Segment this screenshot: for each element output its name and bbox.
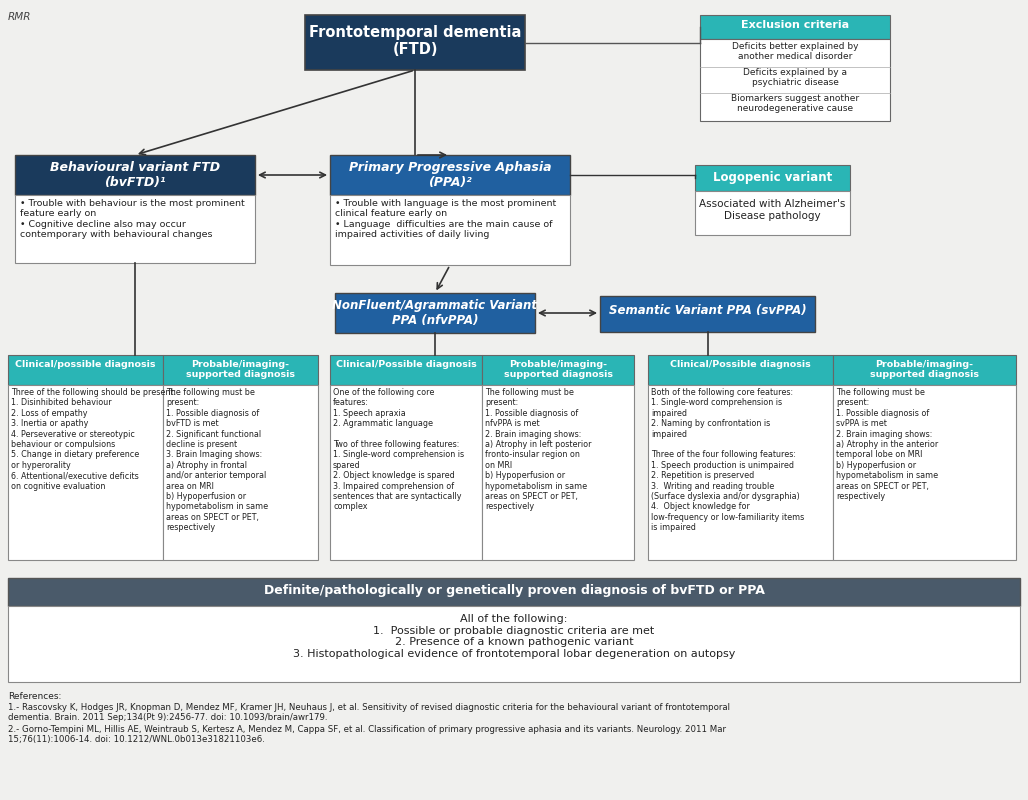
Bar <box>833 355 1016 385</box>
Bar <box>833 385 1016 560</box>
Text: dementia. Brain. 2011 Sep;134(Pt 9):2456-77. doi: 10.1093/brain/awr179.: dementia. Brain. 2011 Sep;134(Pt 9):2456… <box>8 713 328 722</box>
Text: Three of the following should be present:
1. Disinhibited behaviour
2. Loss of e: Three of the following should be present… <box>11 388 176 490</box>
Text: Clinical/Possible diagnosis: Clinical/Possible diagnosis <box>335 360 476 369</box>
Bar <box>700 15 890 39</box>
Text: Associated with Alzheimer's
Disease pathology: Associated with Alzheimer's Disease path… <box>699 199 846 221</box>
Text: • Trouble with language is the most prominent
clinical feature early on
• Langua: • Trouble with language is the most prom… <box>335 199 556 239</box>
Text: 2.- Gorno-Tempini ML, Hillis AE, Weintraub S, Kertesz A, Mendez M, Cappa SF, et : 2.- Gorno-Tempini ML, Hillis AE, Weintra… <box>8 725 726 734</box>
Text: All of the following:
1.  Possible or probable diagnostic criteria are met
2. Pr: All of the following: 1. Possible or pro… <box>293 614 735 659</box>
Text: Frontotemporal dementia
(FTD): Frontotemporal dementia (FTD) <box>308 25 521 58</box>
Text: Probable/imaging-
supported diagnosis: Probable/imaging- supported diagnosis <box>186 360 295 379</box>
Bar <box>648 355 833 385</box>
Text: 15;76(11):1006-14. doi: 10.1212/WNL.0b013e31821103e6.: 15;76(11):1006-14. doi: 10.1212/WNL.0b01… <box>8 735 265 744</box>
Text: One of the following core
features:
1. Speech apraxia
2. Agrammatic language

Tw: One of the following core features: 1. S… <box>333 388 464 511</box>
Bar <box>8 355 163 385</box>
Text: RMR: RMR <box>8 12 32 22</box>
Text: Probable/imaging-
supported diagnosis: Probable/imaging- supported diagnosis <box>870 360 979 379</box>
Text: Behavioural variant FTD
(bvFTD)¹: Behavioural variant FTD (bvFTD)¹ <box>50 161 220 189</box>
Text: Probable/imaging-
supported diagnosis: Probable/imaging- supported diagnosis <box>504 360 613 379</box>
Text: Clinical/Possible diagnosis: Clinical/Possible diagnosis <box>670 360 811 369</box>
Bar <box>330 385 482 560</box>
Text: Clinical/possible diagnosis: Clinical/possible diagnosis <box>15 360 156 369</box>
Bar <box>163 355 318 385</box>
Text: Exclusion criteria: Exclusion criteria <box>741 20 849 30</box>
Text: 1.- Rascovsky K, Hodges JR, Knopman D, Mendez MF, Kramer JH, Neuhaus J, et al. S: 1.- Rascovsky K, Hodges JR, Knopman D, M… <box>8 703 730 712</box>
Text: The following must be
present:
1. Possible diagnosis of
svPPA is met
2. Brain im: The following must be present: 1. Possib… <box>836 388 939 501</box>
Bar <box>695 191 850 235</box>
Bar <box>8 578 1020 606</box>
Text: Biomarkers suggest another
neurodegenerative cause: Biomarkers suggest another neurodegenera… <box>731 94 859 114</box>
Bar <box>15 155 255 195</box>
Text: Deficits explained by a
psychiatric disease: Deficits explained by a psychiatric dise… <box>743 68 847 87</box>
Text: The following must be
present:
1. Possible diagnosis of
nfvPPA is met
2. Brain i: The following must be present: 1. Possib… <box>485 388 591 511</box>
Bar <box>700 39 890 121</box>
Text: • Trouble with behaviour is the most prominent
feature early on
• Cognitive decl: • Trouble with behaviour is the most pro… <box>20 199 245 239</box>
Bar <box>330 195 570 265</box>
Text: The following must be
present:
1. Possible diagnosis of
bvFTD is met
2. Signific: The following must be present: 1. Possib… <box>166 388 268 532</box>
Bar <box>8 606 1020 682</box>
Bar <box>330 355 482 385</box>
Bar <box>330 155 570 195</box>
Text: Primary Progressive Aphasia
(PPA)²: Primary Progressive Aphasia (PPA)² <box>348 161 551 189</box>
Bar <box>305 15 525 70</box>
Bar <box>600 296 815 332</box>
Bar <box>163 385 318 560</box>
Bar <box>695 165 850 191</box>
Bar <box>482 385 634 560</box>
Text: Deficits better explained by
another medical disorder: Deficits better explained by another med… <box>732 42 858 62</box>
Text: NonFluent/Agrammatic Variant
PPA (nfvPPA): NonFluent/Agrammatic Variant PPA (nfvPPA… <box>332 299 538 327</box>
Text: Definite/pathologically or genetically proven diagnosis of bvFTD or PPA: Definite/pathologically or genetically p… <box>263 584 765 597</box>
Text: Logopenic variant: Logopenic variant <box>712 171 832 184</box>
Bar <box>8 385 163 560</box>
Text: Both of the following core features:
1. Single-word comprehension is
impaired
2.: Both of the following core features: 1. … <box>651 388 804 532</box>
Bar <box>15 195 255 263</box>
Bar <box>648 385 833 560</box>
Text: References:: References: <box>8 692 62 701</box>
Bar <box>482 355 634 385</box>
Text: Semantic Variant PPA (svPPA): Semantic Variant PPA (svPPA) <box>609 304 806 317</box>
Bar <box>335 293 535 333</box>
